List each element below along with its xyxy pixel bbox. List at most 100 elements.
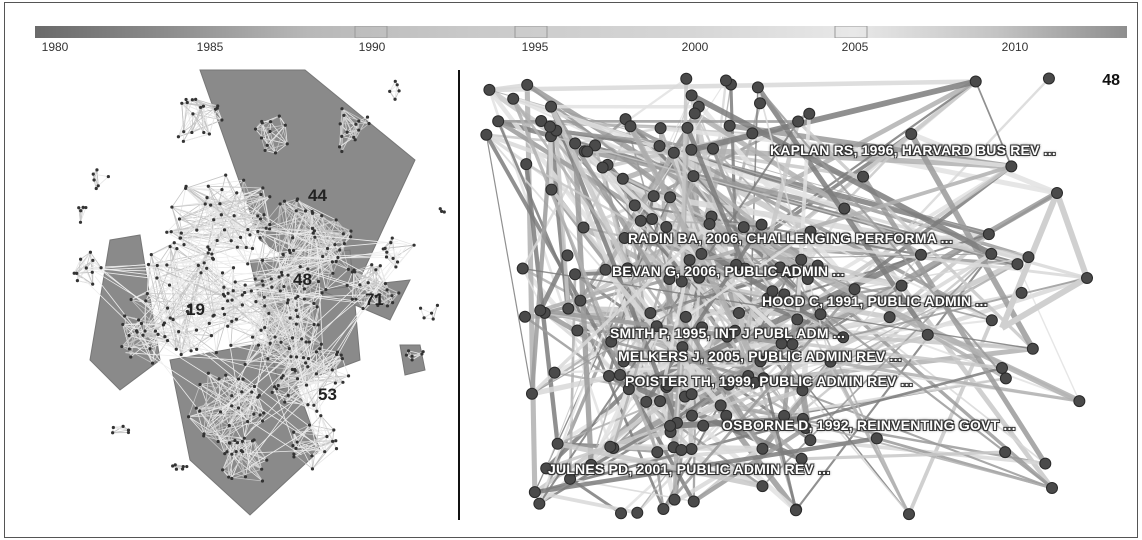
network-edge [80,251,91,260]
citation-edge [548,105,630,270]
network-edge [112,429,129,434]
reference-node [755,218,768,231]
cluster-id-label: 53 [318,385,337,404]
citation-edge [534,436,878,495]
network-edge [289,232,374,279]
reference-label: POISTER TH, 1999, PUBLIC ADMIN REV ... [625,373,913,389]
network-node [156,332,160,336]
network-node [225,450,229,454]
citation-edge [557,441,763,489]
reference-node [811,259,824,272]
reference-node [548,366,561,379]
network-edge [200,107,205,133]
network-node [260,479,265,483]
citation-edge [550,135,1018,265]
network-node [287,347,291,351]
network-edge [171,186,187,208]
reference-node [1051,187,1063,199]
citation-edge [757,86,1007,380]
network-node [352,135,356,139]
network-edge [97,176,109,187]
network-edge [176,314,215,350]
network-node [246,227,250,232]
network-edge [269,131,276,153]
network-edge [247,218,261,264]
network-node [318,347,322,351]
network-node [438,207,442,211]
network-edge [289,236,316,251]
network-node [209,334,214,338]
reference-node [561,249,574,262]
network-node [385,304,390,308]
network-node [144,299,148,303]
network-node [272,385,277,389]
network-edge [420,307,432,314]
network-edge [91,260,318,447]
network-edge [312,440,337,470]
network-edge [343,115,355,138]
reference-node [562,302,575,315]
network-edge [142,300,147,336]
network-edge [225,374,255,387]
network-edge [293,453,313,470]
network-edge [231,453,246,477]
reference-node [985,314,998,327]
network-node [223,452,227,456]
network-node [281,374,285,378]
network-node [335,350,340,354]
citation-edge [524,84,538,493]
network-edge [287,348,321,396]
network-node [385,250,389,254]
network-node [181,465,185,469]
network-edge [368,282,393,297]
network-node [288,316,292,320]
network-edge [199,410,248,422]
network-node [291,444,295,448]
network-edge [231,453,262,470]
network-node [221,306,225,311]
network-edge [228,440,253,478]
network-node [155,276,159,280]
network-node [395,260,400,264]
network-node [148,347,152,351]
network-edge [203,433,245,439]
network-edge [312,249,402,391]
network-node [252,384,257,389]
reference-node [799,422,812,435]
network-node [276,383,280,388]
network-node [261,283,265,287]
reference-node [774,261,787,274]
network-node [174,467,179,471]
timeline-year-label: 2005 [841,40,869,54]
network-edge [130,262,205,300]
citation-edge [691,147,1012,170]
network-node [312,403,316,407]
network-edge [212,249,396,280]
reference-node [848,283,861,296]
network-node [285,142,289,146]
network-node [304,361,308,365]
reference-node [1046,482,1058,494]
network-edge [252,272,282,338]
network-edge [73,259,81,274]
reference-node [654,395,667,408]
network-edge [244,338,302,365]
citation-edge [522,267,1033,350]
network-node [310,209,314,214]
network-node [240,303,244,307]
network-node [333,381,337,385]
network-edge [242,451,262,470]
network-node [250,390,254,394]
network-node [263,326,267,330]
citation-edge [485,134,533,394]
reference-node [696,321,709,334]
network-edge [231,378,239,396]
network-node [258,236,262,240]
reference-node [525,387,538,400]
network-edge [236,192,238,248]
network-edge [389,81,396,92]
network-edge [308,292,323,359]
network-node [84,266,88,270]
network-edge [242,451,263,482]
network-edge [188,411,221,418]
